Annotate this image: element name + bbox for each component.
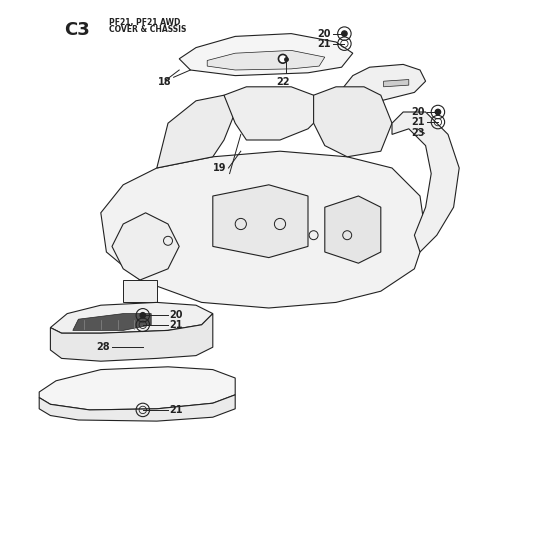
Text: 22: 22: [276, 77, 290, 87]
Polygon shape: [73, 314, 151, 330]
Text: 23: 23: [411, 128, 424, 138]
Polygon shape: [179, 34, 353, 76]
Circle shape: [140, 312, 146, 318]
Text: 21: 21: [170, 405, 183, 415]
Circle shape: [278, 54, 287, 63]
Polygon shape: [392, 112, 459, 252]
Text: 28: 28: [97, 342, 110, 352]
Polygon shape: [213, 185, 308, 258]
FancyBboxPatch shape: [123, 280, 157, 302]
Text: 20: 20: [170, 310, 183, 320]
Polygon shape: [314, 87, 392, 157]
Polygon shape: [224, 87, 325, 140]
Polygon shape: [384, 80, 409, 87]
Text: 18: 18: [158, 77, 172, 87]
Polygon shape: [50, 314, 213, 361]
Circle shape: [280, 56, 286, 62]
Polygon shape: [325, 196, 381, 263]
Text: 21: 21: [411, 117, 424, 127]
Polygon shape: [157, 95, 235, 168]
Text: C3: C3: [64, 21, 90, 39]
Text: 20: 20: [317, 29, 330, 39]
Text: 20: 20: [411, 107, 424, 117]
Text: PF21, PF21 AWD: PF21, PF21 AWD: [109, 18, 180, 27]
Text: 19: 19: [213, 163, 227, 173]
Text: 21: 21: [317, 39, 330, 49]
Circle shape: [342, 31, 347, 36]
Polygon shape: [39, 395, 235, 421]
Polygon shape: [207, 50, 325, 70]
Text: COVER & CHASSIS: COVER & CHASSIS: [109, 25, 186, 34]
Circle shape: [435, 109, 441, 115]
Polygon shape: [39, 367, 235, 410]
Text: 21: 21: [170, 320, 183, 330]
Polygon shape: [112, 213, 179, 280]
Polygon shape: [342, 64, 426, 101]
Polygon shape: [101, 151, 426, 308]
Polygon shape: [50, 302, 213, 333]
